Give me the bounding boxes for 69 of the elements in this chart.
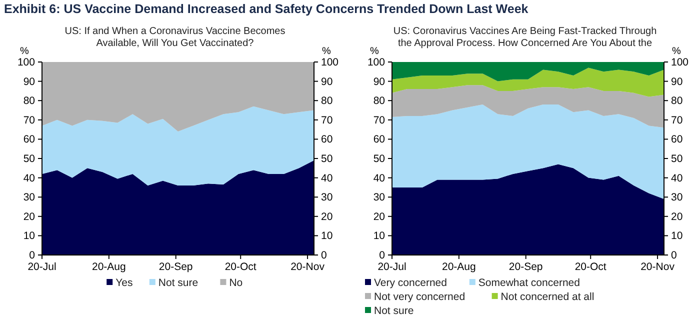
y2-tick-label: 30 <box>321 192 333 204</box>
legend-label: Somewhat concerned <box>478 277 580 289</box>
y-tick-label: 70 <box>23 114 36 126</box>
legend-label: Very concerned <box>374 277 448 289</box>
y-tick-label: 50 <box>373 153 386 165</box>
legend-label: Not concerned at all <box>500 291 594 303</box>
x-tick-label: 20-Oct <box>224 261 256 273</box>
y-axis-title: % <box>20 46 29 57</box>
y2-tick-label: 80 <box>671 95 683 108</box>
chart-subtitle: US: Coronavirus Vaccines Are Being Fast-Tracked Through the Approval Process. How Concerned Are You About the <box>393 26 657 49</box>
y2-tick-label: 20 <box>321 210 333 223</box>
legend-label: Not sure <box>158 277 198 289</box>
y2-tick-label: 60 <box>321 134 333 146</box>
y2-tick-label: 100 <box>321 56 339 68</box>
y2-axis-title: % <box>672 46 681 57</box>
y-tick-label: 80 <box>23 95 36 108</box>
y-tick-label: 70 <box>373 114 386 126</box>
x-tick-label: 20-Sep <box>158 261 193 273</box>
legend-label: Not very concerned <box>374 291 466 303</box>
y2-tick-label: 0 <box>321 250 327 262</box>
y-tick-label: 100 <box>17 56 36 68</box>
y2-tick-label: 40 <box>321 172 333 184</box>
y-tick-label: 40 <box>23 172 36 184</box>
x-tick-label: 20-Aug <box>92 261 126 273</box>
y-tick-label: 30 <box>373 192 386 204</box>
y2-tick-label: 0 <box>671 250 677 262</box>
x-tick-label: 20-Nov <box>290 261 326 273</box>
y-tick-label: 10 <box>373 230 386 242</box>
y2-tick-label: 40 <box>671 172 683 184</box>
y2-axis-title: % <box>322 46 331 57</box>
y-tick-label: 10 <box>23 230 36 242</box>
chart-subtitle: US: If and When a Coronavirus Vaccine Becomes Available, Will You Get Vaccinated? <box>64 26 286 49</box>
y2-tick-label: 90 <box>321 76 333 88</box>
y2-tick-label: 100 <box>671 56 689 68</box>
y2-tick-label: 70 <box>321 114 333 126</box>
y-tick-label: 90 <box>23 76 36 88</box>
y2-tick-label: 10 <box>321 230 333 242</box>
x-tick-label: 20-Jul <box>378 261 406 273</box>
legend-label: No <box>229 277 243 289</box>
y-tick-label: 30 <box>23 192 36 204</box>
y2-tick-label: 30 <box>671 192 683 204</box>
y2-tick-label: 50 <box>321 153 333 165</box>
y-tick-label: 90 <box>373 76 386 88</box>
x-tick-label: 20-Aug <box>442 261 476 273</box>
y2-tick-label: 10 <box>671 230 683 242</box>
y2-tick-label: 80 <box>321 95 333 108</box>
y-tick-label: 0 <box>29 250 36 262</box>
y-tick-label: 40 <box>373 172 386 184</box>
y-tick-label: 20 <box>373 210 386 223</box>
x-tick-label: 20-Nov <box>640 261 676 273</box>
y2-tick-label: 50 <box>671 153 683 165</box>
legend-label: Not sure <box>374 305 414 317</box>
chart-title: Exhibit 6: US Vaccine Demand Increased and Safety Concerns Trended Down Last Week <box>4 2 528 16</box>
legend-label: Yes <box>116 277 133 289</box>
x-tick-label: 20-Jul <box>28 261 56 273</box>
y-tick-label: 100 <box>367 56 386 68</box>
y2-tick-label: 20 <box>671 210 683 223</box>
y2-tick-label: 70 <box>671 114 683 126</box>
x-tick-label: 20-Sep <box>508 261 543 273</box>
y2-tick-label: 90 <box>671 76 683 88</box>
y-tick-label: 0 <box>379 250 386 262</box>
y-tick-label: 60 <box>373 134 386 146</box>
y-tick-label: 80 <box>373 95 386 108</box>
y-tick-label: 20 <box>23 210 36 223</box>
x-tick-label: 20-Oct <box>574 261 606 273</box>
y-tick-label: 50 <box>23 153 36 165</box>
y-axis-title: % <box>370 46 379 57</box>
y2-tick-label: 60 <box>671 134 683 146</box>
y-tick-label: 60 <box>23 134 36 146</box>
